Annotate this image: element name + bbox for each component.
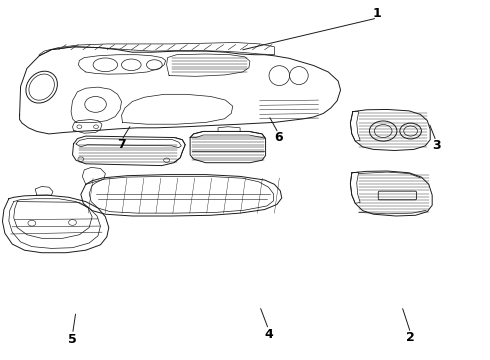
Text: 4: 4 bbox=[264, 328, 273, 341]
Text: 2: 2 bbox=[406, 331, 415, 344]
Text: 6: 6 bbox=[274, 131, 283, 144]
Text: 1: 1 bbox=[373, 7, 382, 20]
Text: 5: 5 bbox=[68, 333, 77, 346]
Text: 3: 3 bbox=[432, 139, 441, 152]
Text: 7: 7 bbox=[117, 138, 126, 151]
